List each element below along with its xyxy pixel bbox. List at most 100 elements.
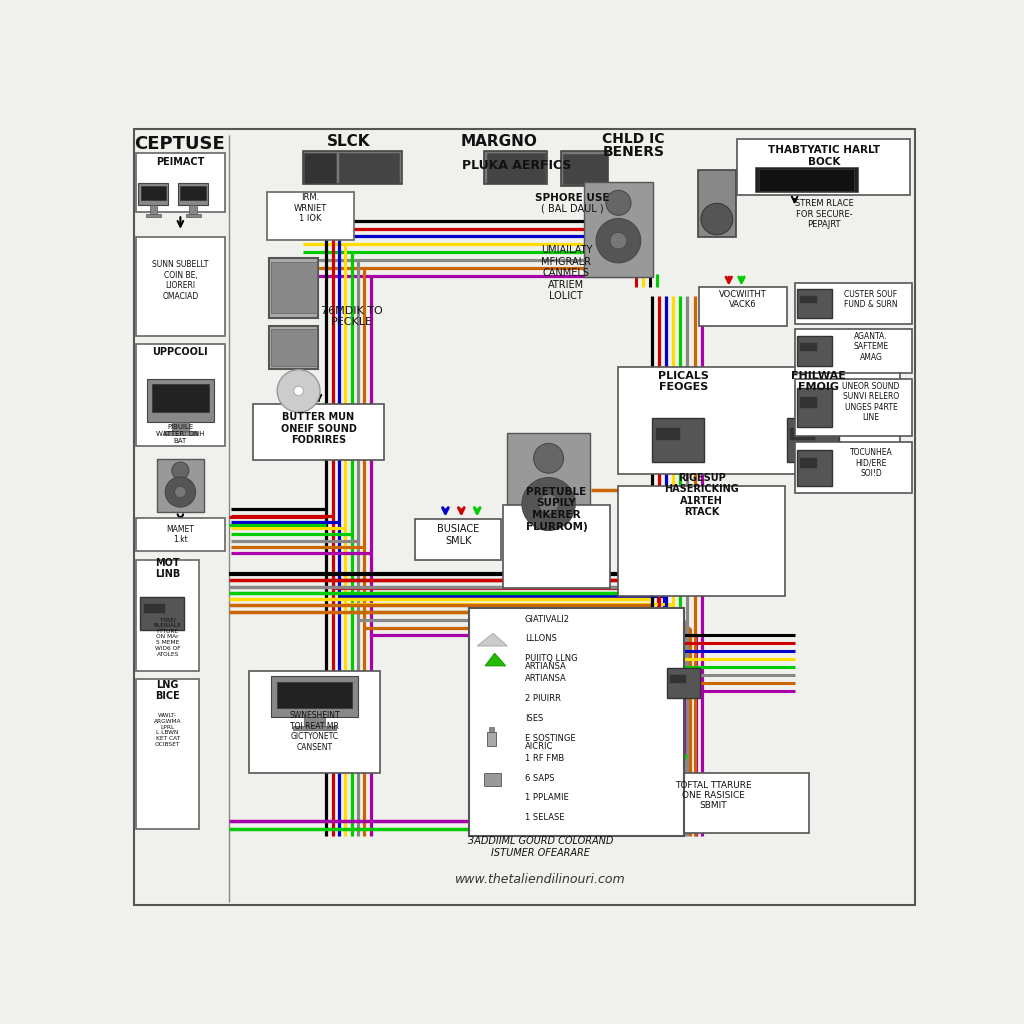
Bar — [503, 505, 609, 588]
Text: IRM.
WRNIET
1 IOK: IRM. WRNIET 1 IOK — [294, 194, 327, 223]
Text: PUIITQ LLNG: PUIITQ LLNG — [524, 654, 578, 664]
Bar — [797, 388, 833, 427]
Text: AGANTA.
SAFTEME
AMAG: AGANTA. SAFTEME AMAG — [853, 332, 889, 361]
Bar — [136, 679, 200, 828]
Bar — [483, 152, 547, 184]
Bar — [560, 152, 608, 186]
Bar — [303, 718, 326, 727]
Text: MAMET
1.kt: MAMET 1.kt — [167, 524, 195, 544]
Circle shape — [172, 462, 189, 479]
Bar — [152, 384, 209, 413]
Bar — [146, 379, 214, 422]
Bar — [267, 193, 354, 240]
Text: BENERS: BENERS — [602, 145, 665, 159]
Bar — [799, 295, 817, 303]
Text: BUSIACE
SMLK: BUSIACE SMLK — [437, 524, 479, 546]
Bar — [795, 379, 912, 436]
Text: PLUKA AERFICS: PLUKA AERFICS — [462, 159, 571, 172]
Circle shape — [606, 190, 631, 215]
Bar — [278, 682, 351, 709]
Bar — [269, 258, 318, 317]
Bar — [755, 167, 858, 193]
Bar — [618, 368, 900, 474]
Text: 2 PIUIRR: 2 PIUIRR — [524, 694, 561, 703]
Bar — [795, 442, 912, 494]
Bar — [697, 170, 736, 238]
Text: 1 PPLAMIE: 1 PPLAMIE — [524, 794, 568, 803]
Bar — [797, 336, 833, 367]
Text: THABTYATIC HARLT: THABTYATIC HARLT — [768, 144, 880, 155]
Text: CEPTUSE: CEPTUSE — [134, 135, 225, 154]
Circle shape — [539, 495, 559, 514]
Text: 1 SELASE: 1 SELASE — [524, 813, 564, 822]
Text: BOCK: BOCK — [808, 157, 840, 167]
Bar — [304, 153, 336, 183]
Bar — [795, 283, 912, 324]
Bar — [136, 238, 225, 336]
Bar — [270, 329, 316, 366]
Bar — [799, 342, 817, 351]
Bar — [253, 403, 384, 461]
Bar — [172, 422, 188, 431]
Circle shape — [278, 370, 321, 413]
Text: UNEOR SOUND
SUNVI RELERO
UNGES P4RTE
LINE: UNEOR SOUND SUNVI RELERO UNGES P4RTE LIN… — [843, 382, 900, 422]
Bar — [136, 344, 225, 446]
Bar — [157, 459, 204, 512]
Text: UMIAILATY
MFIGRALR
CANMELS
ATRIEM
LOLICT: UMIAILATY MFIGRALR CANMELS ATRIEM LOLICT — [541, 245, 592, 301]
Text: PRETUBLE
SUPILY
MKERER
FLURROM): PRETUBLE SUPILY MKERER FLURROM) — [525, 486, 588, 531]
Bar — [787, 418, 839, 462]
Circle shape — [294, 386, 303, 395]
Circle shape — [610, 232, 627, 249]
Bar — [416, 519, 501, 560]
Text: FHILWAE
FMOIG: FHILWAE FMOIG — [791, 371, 846, 392]
Circle shape — [596, 218, 641, 263]
Bar — [654, 427, 680, 440]
Text: CHLD IC: CHLD IC — [602, 132, 665, 146]
Bar — [150, 205, 157, 214]
Bar — [652, 418, 703, 462]
Text: 76MDIK TO
PECKLE: 76MDIK TO PECKLE — [321, 306, 383, 328]
Bar — [483, 773, 501, 786]
Text: MOT
LINB: MOT LINB — [155, 558, 180, 580]
Text: 6 SAPS: 6 SAPS — [524, 773, 554, 782]
Text: ISES: ISES — [524, 714, 543, 723]
Bar — [249, 671, 380, 773]
Text: PLICALS
FEOGES: PLICALS FEOGES — [658, 371, 709, 392]
Text: TYRE/
BLERIALE
FTTURE
ON MAr
5 MEME
WID6 OF
ATOLES: TYRE/ BLERIALE FTTURE ON MAr 5 MEME WID6… — [154, 617, 181, 656]
Circle shape — [175, 486, 186, 498]
Bar — [164, 431, 198, 435]
Bar — [486, 732, 497, 746]
Bar — [790, 427, 815, 440]
Bar — [180, 185, 206, 200]
Bar — [486, 153, 546, 183]
Bar — [737, 138, 910, 196]
Bar — [178, 183, 208, 205]
Bar — [489, 727, 494, 732]
Bar — [136, 153, 225, 212]
Text: RIGESUP
HASERICKING
A1RTEH
RTACK: RIGESUP HASERICKING A1RTEH RTACK — [665, 473, 739, 517]
Bar — [618, 485, 785, 596]
Bar — [189, 205, 197, 214]
Text: SUNN SUBELLT
COIN BE,
LIORERl
OMACIAD: SUNN SUBELLT COIN BE, LIORERl OMACIAD — [153, 260, 209, 301]
Bar — [507, 433, 590, 548]
Bar — [799, 457, 817, 468]
Polygon shape — [485, 653, 506, 666]
Text: BUTTER MUN
ONEIF SOUND
FODRIRES: BUTTER MUN ONEIF SOUND FODRIRES — [281, 413, 356, 445]
Text: LLLONS: LLLONS — [524, 635, 557, 643]
Bar — [140, 597, 184, 630]
Text: SWNESHEINT
TOI REAT MR
GICTYONETC
CANSENT: SWNESHEINT TOI REAT MR GICTYONETC CANSEN… — [289, 712, 340, 752]
Text: VOCWIITHT
VACK6: VOCWIITHT VACK6 — [719, 290, 767, 309]
Text: LNG
BICE: LNG BICE — [156, 680, 180, 701]
Bar — [469, 608, 684, 837]
Bar — [667, 668, 700, 697]
Text: WWLT-
ARGWMA
LPRL
L LBWN
KET CAT
OCIBSET: WWLT- ARGWMA LPRL L LBWN KET CAT OCIBSET — [154, 713, 181, 748]
Bar — [699, 287, 786, 327]
Bar — [142, 603, 165, 613]
Bar — [293, 726, 336, 730]
Circle shape — [534, 443, 563, 473]
Bar — [799, 395, 817, 408]
Bar — [618, 773, 809, 833]
Bar — [145, 214, 161, 217]
Text: PEIMACT: PEIMACT — [157, 158, 205, 167]
Text: 3ADDIIML GOURD COLORAND
ISTUMER OFEARARE: 3ADDIIML GOURD COLORAND ISTUMER OFEARARE — [468, 836, 613, 857]
